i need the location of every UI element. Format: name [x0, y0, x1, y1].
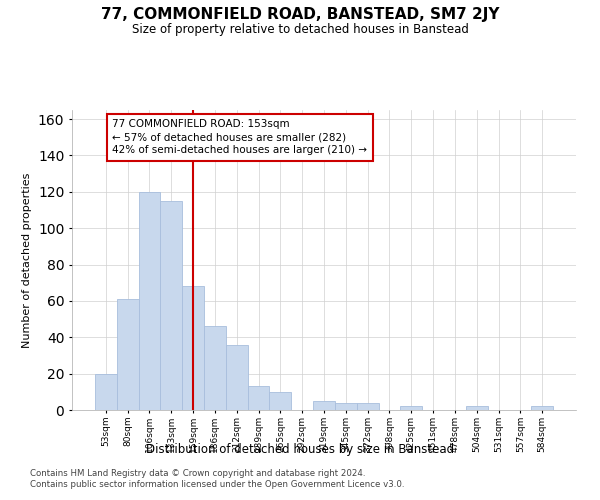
Text: Contains HM Land Registry data © Crown copyright and database right 2024.: Contains HM Land Registry data © Crown c… — [30, 468, 365, 477]
Text: Size of property relative to detached houses in Banstead: Size of property relative to detached ho… — [131, 22, 469, 36]
Bar — [248, 386, 269, 410]
Bar — [95, 374, 117, 410]
Bar — [182, 286, 204, 410]
Bar — [400, 406, 422, 410]
Bar — [357, 402, 379, 410]
Text: 77, COMMONFIELD ROAD, BANSTEAD, SM7 2JY: 77, COMMONFIELD ROAD, BANSTEAD, SM7 2JY — [101, 8, 499, 22]
Bar — [160, 201, 182, 410]
Text: Distribution of detached houses by size in Banstead: Distribution of detached houses by size … — [146, 442, 454, 456]
Bar — [117, 299, 139, 410]
Y-axis label: Number of detached properties: Number of detached properties — [22, 172, 32, 348]
Bar — [531, 406, 553, 410]
Text: 77 COMMONFIELD ROAD: 153sqm
← 57% of detached houses are smaller (282)
42% of se: 77 COMMONFIELD ROAD: 153sqm ← 57% of det… — [112, 119, 367, 156]
Bar — [204, 326, 226, 410]
Text: Contains public sector information licensed under the Open Government Licence v3: Contains public sector information licen… — [30, 480, 404, 489]
Bar — [269, 392, 291, 410]
Bar — [313, 401, 335, 410]
Bar — [139, 192, 160, 410]
Bar — [466, 406, 488, 410]
Bar — [226, 344, 248, 410]
Bar — [335, 402, 357, 410]
